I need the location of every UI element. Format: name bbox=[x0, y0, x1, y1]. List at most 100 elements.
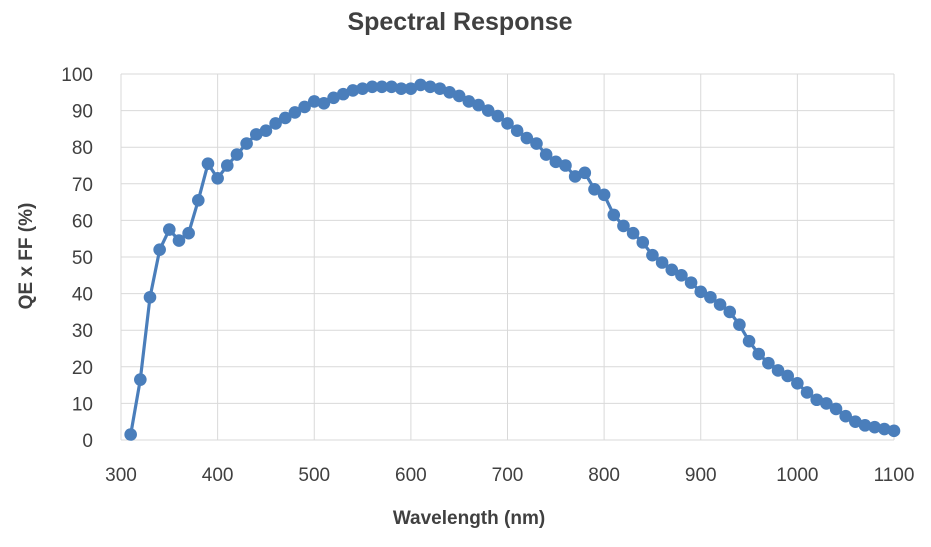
data-point bbox=[887, 424, 901, 438]
data-point bbox=[675, 269, 688, 282]
data-point bbox=[423, 80, 437, 94]
data-point bbox=[800, 386, 814, 399]
data-point bbox=[182, 226, 195, 240]
data-point bbox=[269, 117, 282, 130]
data-point bbox=[636, 236, 650, 249]
data-point bbox=[491, 109, 505, 123]
data-point bbox=[249, 128, 263, 141]
data-point bbox=[481, 104, 495, 117]
y-tick-label: 80 bbox=[72, 138, 93, 159]
x-tick-label: 1100 bbox=[874, 465, 915, 486]
data-point bbox=[356, 82, 369, 95]
data-point bbox=[568, 170, 582, 183]
data-point bbox=[588, 182, 601, 196]
x-tick-label: 500 bbox=[298, 465, 330, 486]
series-qe-ff bbox=[124, 78, 901, 441]
data-point bbox=[868, 420, 881, 434]
x-tick-label: 700 bbox=[492, 465, 524, 486]
data-point bbox=[163, 223, 176, 236]
data-point bbox=[559, 159, 572, 172]
data-point bbox=[684, 276, 698, 289]
data-point bbox=[694, 285, 708, 299]
data-point bbox=[820, 397, 833, 410]
data-point bbox=[665, 263, 679, 277]
data-point bbox=[220, 159, 234, 172]
y-tick-label: 70 bbox=[72, 175, 93, 196]
data-point bbox=[733, 318, 746, 332]
data-point bbox=[211, 172, 224, 185]
x-tick-label: 400 bbox=[202, 465, 234, 486]
data-point bbox=[849, 415, 862, 429]
data-point bbox=[597, 188, 611, 202]
data-point bbox=[781, 369, 795, 383]
y-axis-tick-labels: 0 10 20 30 40 50 60 70 80 90 100 bbox=[61, 65, 93, 452]
data-point bbox=[762, 356, 775, 370]
x-tick-label: 600 bbox=[395, 465, 427, 486]
data-point bbox=[414, 78, 427, 92]
data-point bbox=[752, 347, 766, 361]
data-point bbox=[452, 89, 466, 103]
y-tick-label: 50 bbox=[72, 248, 93, 269]
chart-title: Spectral Response bbox=[347, 8, 572, 36]
data-point bbox=[578, 166, 592, 180]
data-point bbox=[501, 117, 514, 130]
data-point bbox=[771, 364, 785, 377]
data-point bbox=[810, 393, 823, 407]
y-tick-label: 60 bbox=[72, 211, 93, 232]
data-point bbox=[530, 137, 543, 150]
y-tick-label: 30 bbox=[72, 321, 93, 342]
data-point bbox=[172, 234, 186, 247]
data-point bbox=[723, 305, 737, 319]
data-point bbox=[394, 82, 408, 95]
data-point bbox=[472, 98, 485, 112]
data-point bbox=[375, 80, 389, 94]
data-point bbox=[713, 298, 727, 311]
data-point bbox=[259, 124, 273, 138]
data-point bbox=[307, 95, 321, 108]
data-point bbox=[539, 148, 553, 161]
y-tick-label: 100 bbox=[61, 65, 93, 86]
data-point bbox=[385, 80, 398, 94]
data-point bbox=[298, 100, 311, 114]
x-tick-label: 1000 bbox=[776, 465, 818, 486]
data-point bbox=[704, 290, 717, 304]
data-point bbox=[791, 376, 804, 390]
data-point bbox=[443, 86, 456, 99]
data-point bbox=[617, 219, 630, 233]
data-point bbox=[433, 82, 447, 95]
data-point bbox=[288, 106, 302, 119]
data-point bbox=[278, 111, 292, 125]
data-point bbox=[124, 428, 137, 441]
y-tick-label: 0 bbox=[82, 431, 93, 452]
data-point bbox=[646, 248, 659, 262]
data-point bbox=[742, 334, 756, 348]
data-point bbox=[829, 402, 843, 416]
data-point bbox=[549, 155, 563, 169]
y-tick-label: 40 bbox=[72, 285, 93, 306]
data-point bbox=[153, 243, 166, 256]
data-point bbox=[143, 290, 157, 304]
data-point bbox=[878, 422, 891, 436]
x-axis-tick-labels: 300 400 500 600 700 800 900 1000 1100 bbox=[105, 465, 914, 486]
data-point bbox=[365, 80, 379, 94]
data-point bbox=[336, 87, 350, 101]
data-point bbox=[230, 148, 244, 161]
data-point bbox=[240, 137, 253, 150]
data-point bbox=[192, 193, 205, 207]
data-point bbox=[839, 409, 852, 423]
y-tick-label: 20 bbox=[72, 358, 93, 379]
data-point bbox=[858, 419, 872, 432]
data-point bbox=[510, 124, 524, 138]
x-tick-label: 300 bbox=[105, 465, 137, 486]
y-tick-label: 90 bbox=[72, 102, 93, 123]
data-point bbox=[607, 208, 621, 222]
data-point bbox=[201, 157, 215, 170]
y-axis-title: QE x FF (%) bbox=[16, 203, 37, 310]
x-tick-label: 900 bbox=[685, 465, 717, 486]
data-point bbox=[520, 131, 534, 145]
x-tick-label: 800 bbox=[588, 465, 620, 486]
x-axis-title: Wavelength (nm) bbox=[393, 508, 545, 529]
grid-lines bbox=[120, 73, 895, 441]
data-point bbox=[134, 373, 147, 386]
